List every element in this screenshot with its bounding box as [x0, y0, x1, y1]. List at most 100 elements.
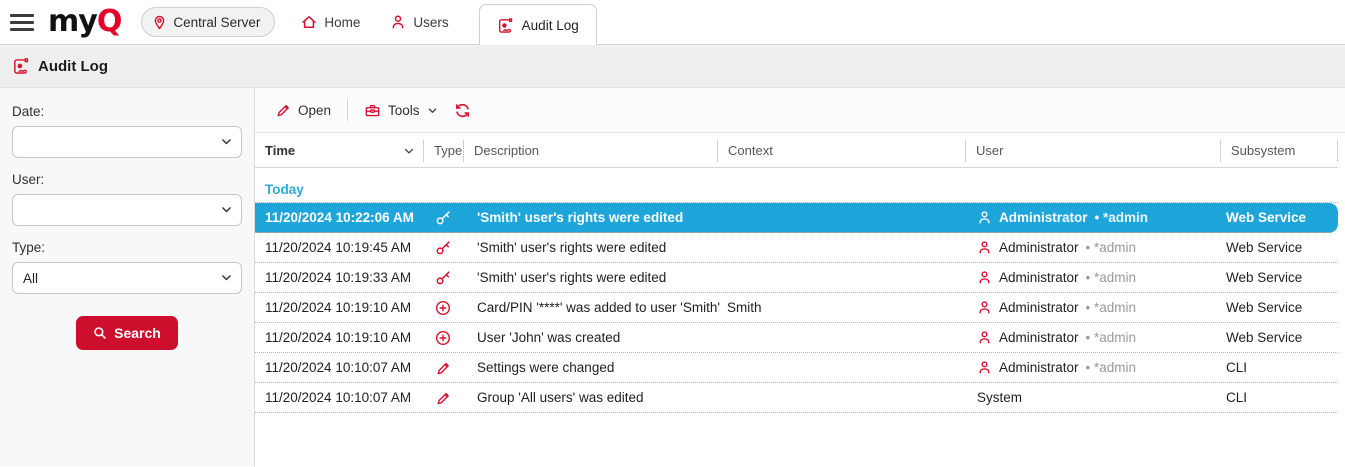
server-selector-button[interactable]: Central Server	[141, 7, 276, 37]
search-button[interactable]: Search	[76, 316, 178, 350]
table-row[interactable]: 11/20/2024 10:10:07 AM Settings were cha…	[255, 353, 1338, 383]
row-description: Settings were changed	[477, 360, 615, 375]
open-button[interactable]: Open	[267, 96, 339, 124]
table-row[interactable]: 11/20/2024 10:10:07 AM Group 'All users'…	[255, 383, 1338, 413]
menu-icon[interactable]	[10, 13, 34, 31]
row-user: Administrator • *admin	[965, 360, 1220, 375]
toolbar: Open Tools	[255, 88, 1345, 133]
key-icon	[423, 269, 463, 286]
column-header-subsystem[interactable]: Subsystem	[1220, 140, 1338, 162]
type-filter-label: Type:	[12, 240, 46, 255]
user-icon	[977, 210, 992, 225]
table-row[interactable]: 11/20/2024 10:19:33 AM 'Smith' user's ri…	[255, 263, 1338, 293]
table-row[interactable]: 11/20/2024 10:19:10 AM User 'John' was c…	[255, 323, 1338, 353]
audit-log-icon	[12, 57, 30, 75]
sort-chevron-down-icon	[403, 145, 415, 157]
add-icon	[423, 300, 463, 316]
refresh-icon	[454, 102, 471, 119]
pencil-icon	[275, 102, 291, 118]
type-filter-select[interactable]: All	[12, 262, 242, 294]
row-subsystem: Web Service	[1226, 330, 1303, 345]
row-subsystem: Web Service	[1226, 270, 1303, 285]
top-bar: myQ Central Server Home Users	[0, 0, 1345, 45]
user-filter-select[interactable]	[12, 194, 242, 226]
audit-table: Time Type Description Context User Subsy…	[255, 135, 1338, 413]
date-filter-select[interactable]	[12, 126, 242, 158]
user-filter-label: User:	[12, 172, 45, 187]
date-filter-label: Date:	[12, 104, 45, 119]
filter-sidebar: Date: User: Type: All	[0, 88, 255, 466]
row-user-login: • *admin	[1085, 360, 1137, 375]
toolbox-icon	[364, 102, 381, 119]
tab-audit-log-label: Audit Log	[521, 17, 579, 33]
row-subsystem: Web Service	[1226, 210, 1307, 225]
row-user: Administrator • *admin	[965, 330, 1220, 345]
row-time: 11/20/2024 10:10:07 AM	[265, 390, 412, 405]
server-selector-label: Central Server	[173, 14, 261, 30]
tools-menu-button[interactable]: Tools	[356, 96, 446, 125]
row-time: 11/20/2024 10:19:45 AM	[265, 240, 412, 255]
audit-log-icon	[497, 17, 514, 34]
row-user-login: • *admin	[1085, 270, 1137, 285]
row-subsystem: CLI	[1226, 390, 1248, 405]
column-header-context[interactable]: Context	[717, 140, 965, 162]
toolbar-separator	[347, 99, 349, 121]
user-icon	[977, 330, 992, 345]
nav-users[interactable]: Users	[390, 14, 449, 30]
nav-home[interactable]: Home	[301, 14, 360, 30]
nav-home-label: Home	[324, 14, 361, 30]
search-icon	[93, 326, 107, 340]
edit-icon	[423, 390, 463, 406]
table-row[interactable]: 11/20/2024 10:22:06 AM 'Smith' user's ri…	[255, 203, 1338, 233]
user-icon	[390, 14, 406, 30]
open-button-label: Open	[298, 102, 332, 118]
row-description: 'Smith' user's rights were edited	[477, 270, 667, 285]
row-time: 11/20/2024 10:22:06 AM	[265, 210, 414, 225]
row-user-name: Administrator	[999, 330, 1079, 345]
group-header-today: Today	[255, 168, 1338, 203]
row-user-name: Administrator	[999, 270, 1079, 285]
row-user-login: • *admin	[1085, 240, 1137, 255]
column-header-type[interactable]: Type	[423, 140, 463, 162]
row-subsystem: CLI	[1226, 360, 1248, 375]
row-user-login: • *admin	[1094, 210, 1149, 225]
row-user-login: • *admin	[1085, 300, 1137, 315]
key-icon	[423, 209, 463, 226]
table-header: Time Type Description Context User Subsy…	[255, 135, 1338, 168]
user-icon	[977, 360, 992, 375]
row-time: 11/20/2024 10:19:10 AM	[265, 300, 412, 315]
chevron-down-icon	[427, 105, 438, 116]
user-icon	[977, 300, 992, 315]
row-description: Group 'All users' was edited	[477, 390, 644, 405]
row-time: 11/20/2024 10:19:33 AM	[265, 270, 412, 285]
tab-audit-log[interactable]: Audit Log	[478, 4, 597, 45]
row-user-name: System	[977, 390, 1023, 405]
row-subsystem: Web Service	[1226, 240, 1303, 255]
user-icon	[977, 270, 992, 285]
row-user-login: • *admin	[1085, 330, 1137, 345]
row-user-name: Administrator	[999, 360, 1079, 375]
refresh-button[interactable]	[446, 96, 479, 125]
page-header: Audit Log	[0, 45, 1345, 88]
row-user-name: Administrator	[999, 300, 1079, 315]
edit-icon	[423, 360, 463, 376]
myq-logo[interactable]: myQ	[48, 4, 122, 39]
row-description: User 'John' was created	[477, 330, 621, 345]
table-row[interactable]: 11/20/2024 10:19:10 AM Card/PIN '****' w…	[255, 293, 1338, 323]
row-subsystem: Web Service	[1226, 300, 1303, 315]
row-description: Card/PIN '****' was added to user 'Smith…	[477, 300, 720, 315]
row-description: 'Smith' user's rights were edited	[477, 240, 667, 255]
row-user-name: Administrator	[999, 240, 1079, 255]
row-user: Administrator • *admin	[965, 210, 1220, 225]
row-user: Administrator • *admin	[965, 240, 1220, 255]
row-description: 'Smith' user's rights were edited	[477, 210, 684, 225]
location-pin-icon	[152, 15, 167, 30]
row-time: 11/20/2024 10:10:07 AM	[265, 360, 412, 375]
tools-menu-label: Tools	[388, 102, 420, 118]
column-header-user[interactable]: User	[965, 140, 1220, 162]
column-header-description[interactable]: Description	[463, 140, 717, 162]
table-row[interactable]: 11/20/2024 10:19:45 AM 'Smith' user's ri…	[255, 233, 1338, 263]
row-user: Administrator • *admin	[965, 270, 1220, 285]
search-button-label: Search	[114, 325, 161, 341]
column-header-time[interactable]: Time	[255, 140, 423, 162]
